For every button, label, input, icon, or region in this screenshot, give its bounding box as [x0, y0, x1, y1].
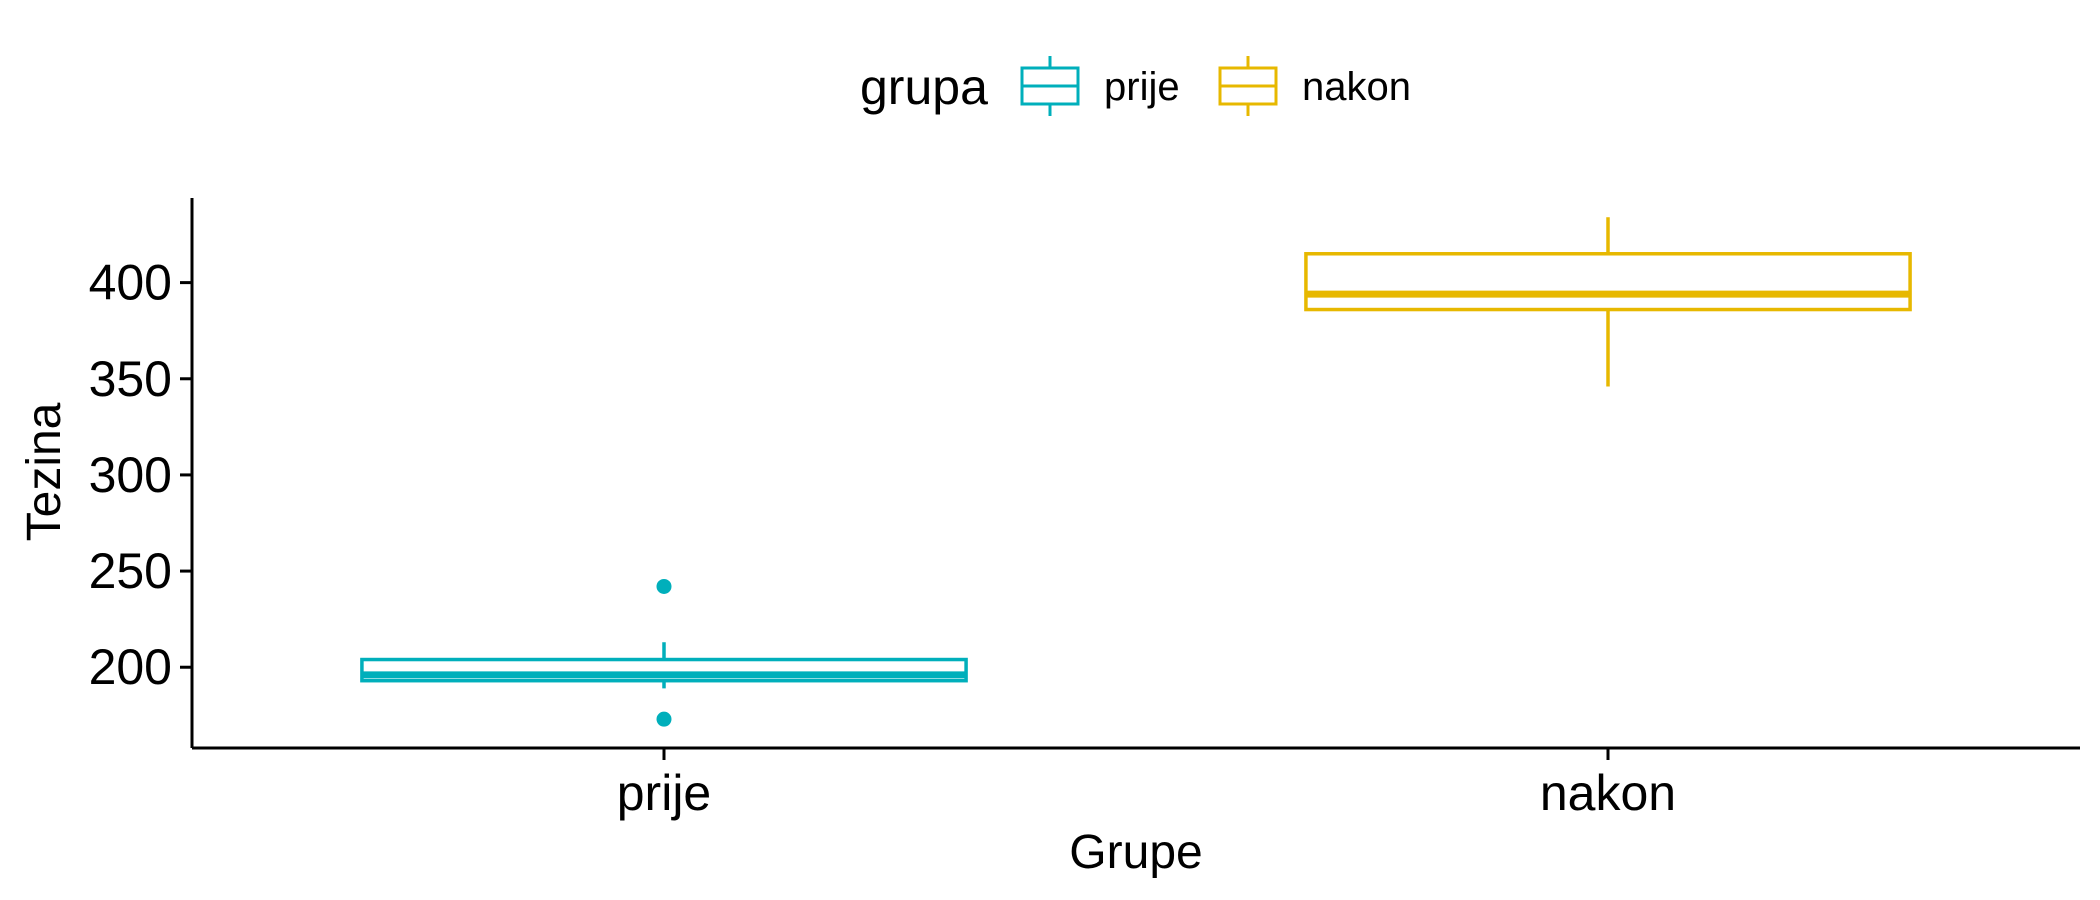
- x-tick-label: nakon: [1540, 765, 1676, 821]
- x-axis-ticks: prije nakon: [617, 748, 1676, 821]
- legend-item-prije: prije: [1020, 56, 1180, 116]
- x-tick-label: prije: [617, 765, 711, 821]
- y-tick-label: 300: [89, 447, 172, 503]
- y-tick-label: 250: [89, 543, 172, 599]
- y-tick-label: 400: [89, 255, 172, 311]
- legend: grupa prije nakon: [860, 56, 1411, 116]
- box-nakon: [1304, 217, 1912, 387]
- y-tick-label: 350: [89, 351, 172, 407]
- y-axis-ticks: 200 250 300 350 400: [89, 255, 192, 695]
- legend-label: prije: [1104, 65, 1180, 109]
- outlier-point: [656, 578, 672, 594]
- box-prije: [360, 578, 968, 727]
- legend-label: nakon: [1302, 65, 1411, 109]
- outlier-point: [656, 711, 672, 727]
- legend-title: grupa: [860, 59, 988, 115]
- legend-item-nakon: nakon: [1218, 56, 1411, 116]
- boxes: [360, 217, 1912, 727]
- box-iqr: [1304, 252, 1912, 312]
- y-tick-label: 200: [89, 639, 172, 695]
- y-axis-title: Tezina: [18, 402, 71, 541]
- x-axis-title: Grupe: [1069, 826, 1202, 879]
